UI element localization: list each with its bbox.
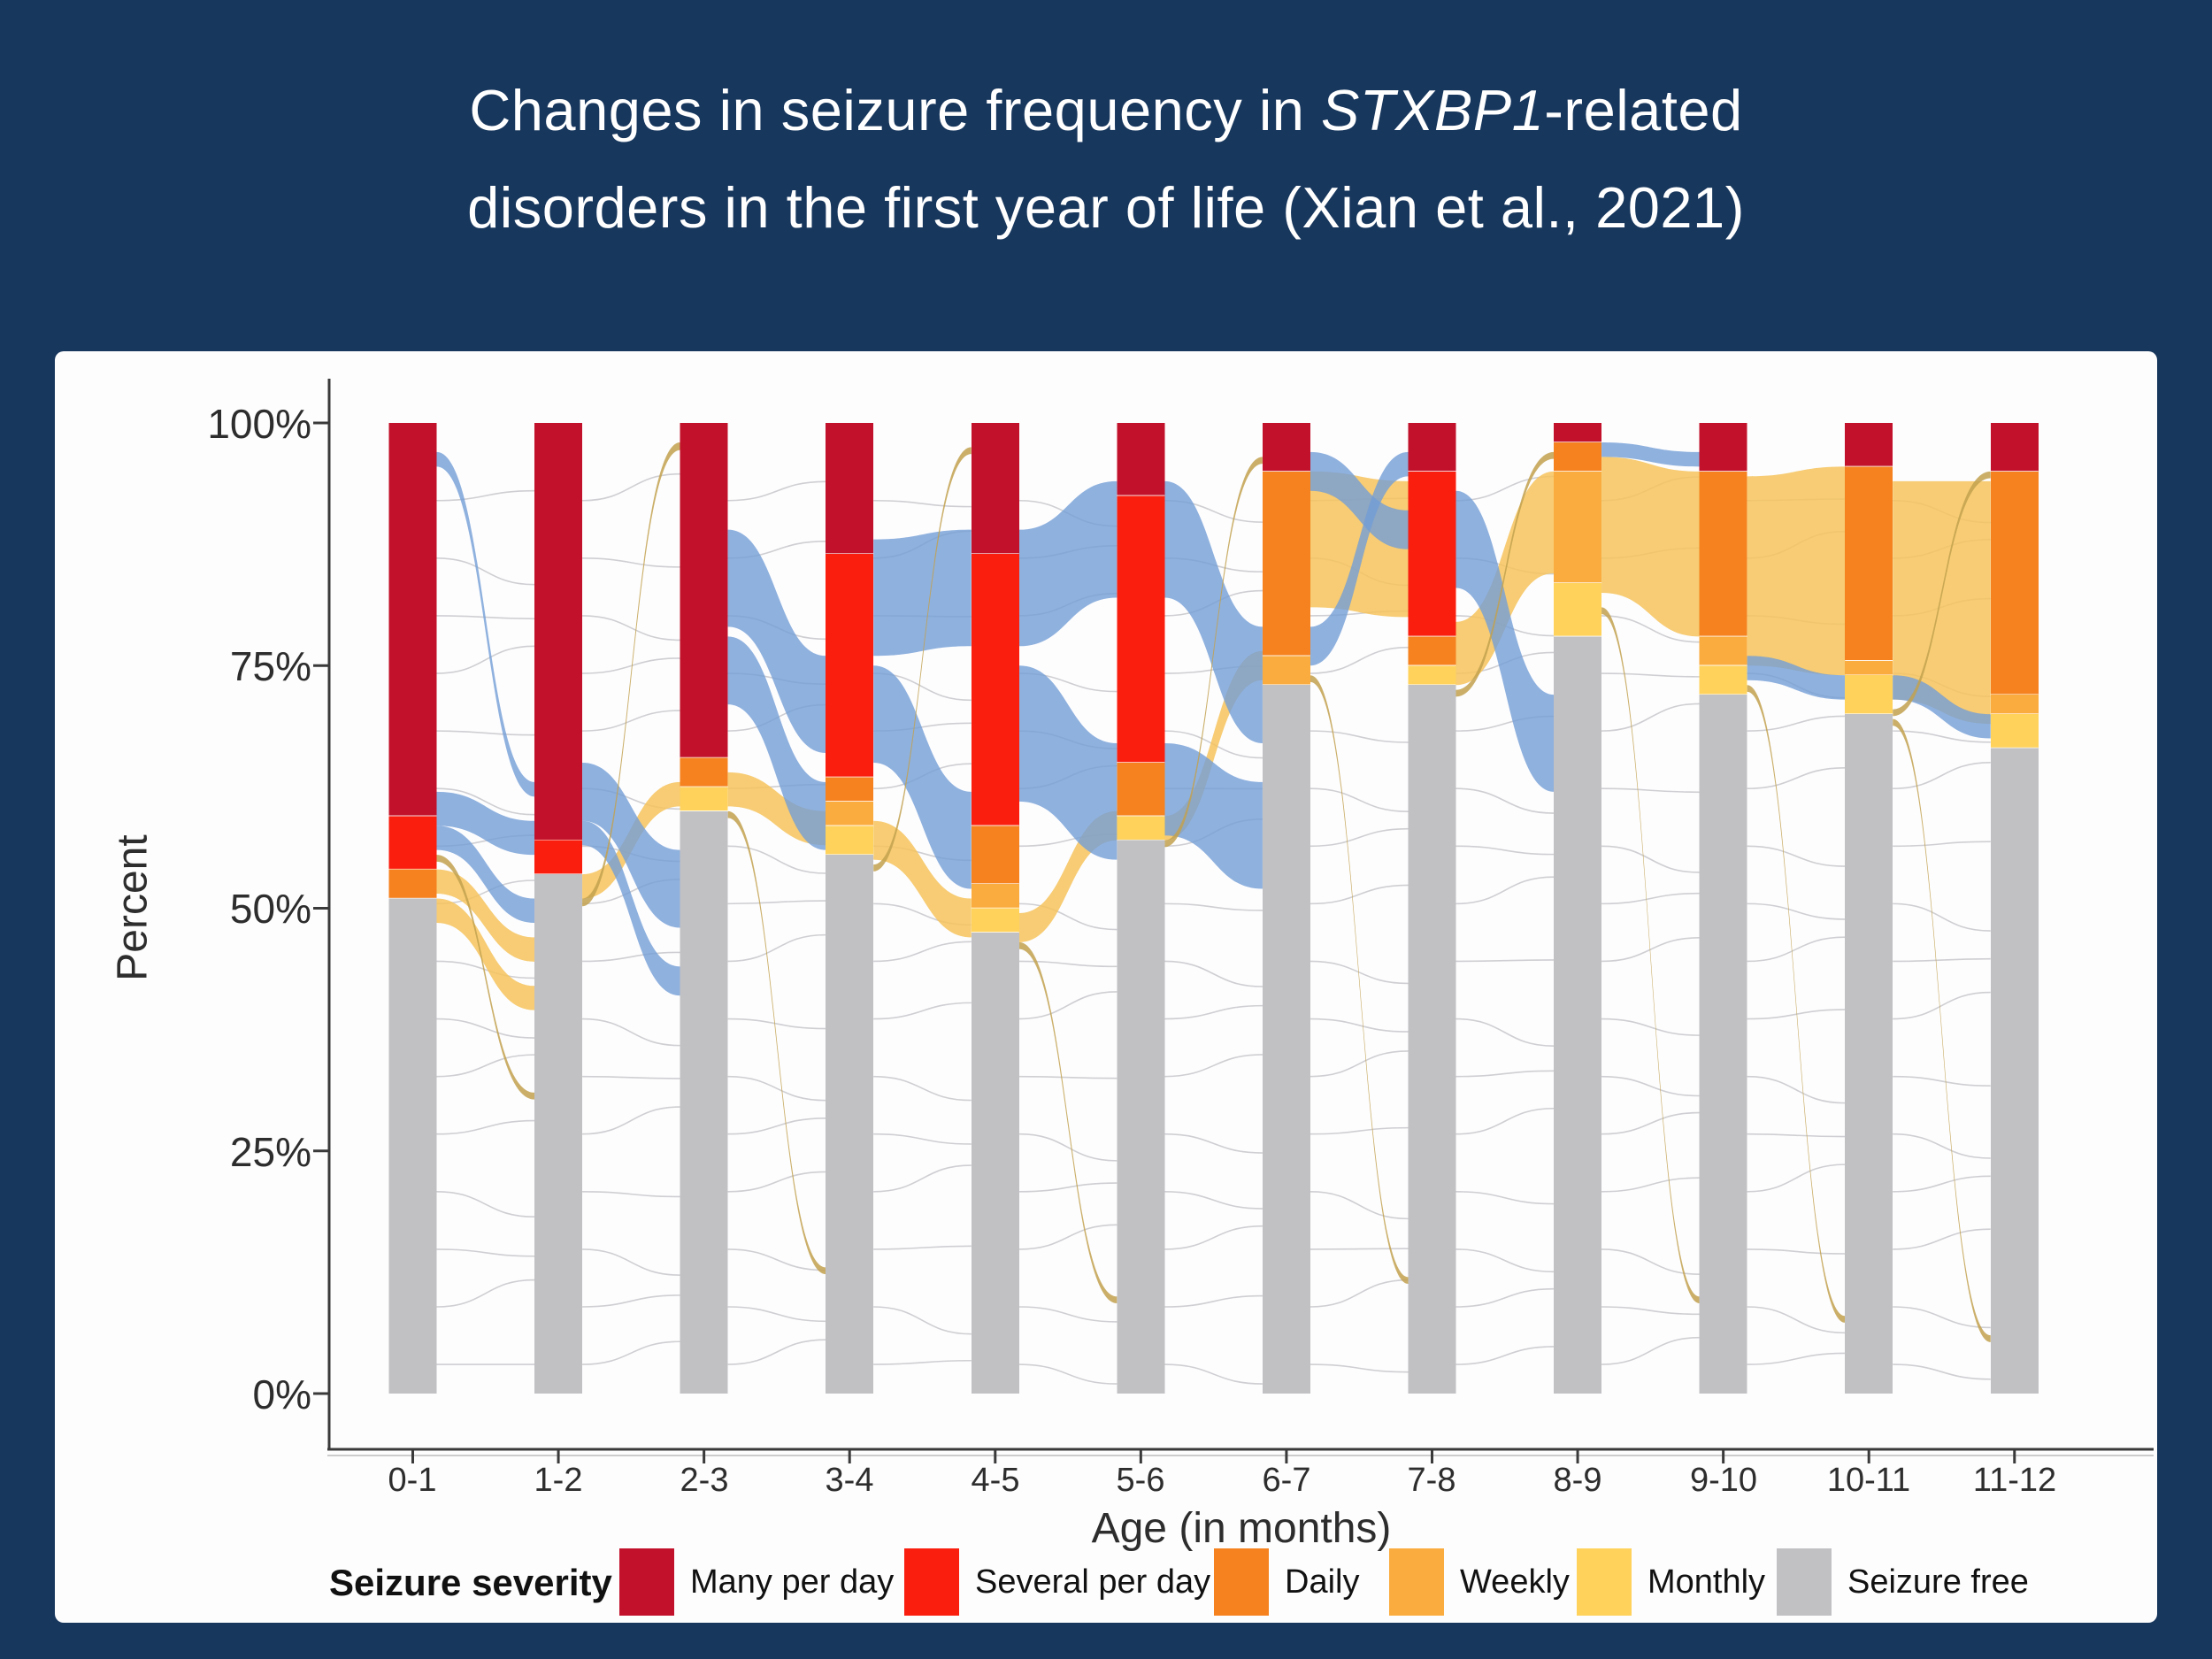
legend-label-daily: Daily xyxy=(1285,1563,1360,1601)
legend-swatch-monthly xyxy=(1577,1548,1632,1616)
legend-swatch-daily xyxy=(1214,1548,1269,1616)
legend-swatch-seizure-free xyxy=(1777,1548,1832,1616)
legend-title: Seizure severity xyxy=(329,1562,612,1603)
legend-swatch-weekly xyxy=(1389,1548,1444,1616)
chart-panel xyxy=(55,351,2157,1623)
x-tick-label-0-1: 0-1 xyxy=(388,1462,437,1499)
legend-label-seizure-free: Seizure free xyxy=(1847,1563,2029,1601)
legend-label-many-per-day: Many per day xyxy=(690,1563,895,1601)
title-line-2: disorders in the first year of life (Xia… xyxy=(467,175,1745,240)
legend-item-several-per-day: Several per day xyxy=(904,1548,1210,1616)
x-axis-title: Age (in months) xyxy=(1091,1505,1392,1552)
legend-item-weekly: Weekly xyxy=(1389,1548,1570,1616)
x-tick-label-2-3: 2-3 xyxy=(680,1462,729,1499)
x-tick-label-7-8: 7-8 xyxy=(1407,1462,1456,1499)
x-tick-label-5-6: 5-6 xyxy=(1116,1462,1165,1499)
y-tick-label-0: 0% xyxy=(252,1371,311,1417)
legend-item-many-per-day: Many per day xyxy=(619,1548,894,1616)
title-line1-post: -related xyxy=(1544,78,1743,142)
x-tick-label-9-10: 9-10 xyxy=(1689,1462,1758,1499)
y-tick-label-75: 75% xyxy=(229,643,311,689)
legend-label-monthly: Monthly xyxy=(1647,1563,1766,1601)
title-line-1: Changes in seizure frequency in STXBP1-r… xyxy=(0,62,2212,159)
x-tick-label-10-11: 10-11 xyxy=(1826,1462,1911,1499)
x-tick-label-11-12: 11-12 xyxy=(1972,1462,2057,1499)
legend-label-several-per-day: Several per day xyxy=(975,1563,1211,1601)
y-tick-label-25: 25% xyxy=(229,1129,311,1175)
x-tick-label-1-2: 1-2 xyxy=(534,1462,583,1499)
legend-item-monthly: Monthly xyxy=(1577,1548,1765,1616)
legend-label-weekly: Weekly xyxy=(1460,1563,1570,1601)
y-tick-label-50: 50% xyxy=(229,886,311,932)
y-axis-title: Percent xyxy=(109,834,157,981)
x-tick-label-3-4: 3-4 xyxy=(825,1462,874,1499)
page-title: Changes in seizure frequency in STXBP1-r… xyxy=(0,62,2212,257)
x-tick-label-6-7: 6-7 xyxy=(1262,1462,1311,1499)
x-tick-label-8-9: 8-9 xyxy=(1553,1462,1602,1499)
title-gene-name: STXBP1 xyxy=(1321,78,1545,142)
y-tick-label-100: 100% xyxy=(207,401,311,447)
legend-item-daily: Daily xyxy=(1214,1548,1359,1616)
legend-swatch-several-per-day xyxy=(904,1548,959,1616)
legend-item-seizure-free: Seizure free xyxy=(1777,1548,2029,1616)
title-line1-pre: Changes in seizure frequency in xyxy=(469,78,1321,142)
legend-swatch-many-per-day xyxy=(619,1548,674,1616)
x-tick-label-4-5: 4-5 xyxy=(971,1462,1020,1499)
